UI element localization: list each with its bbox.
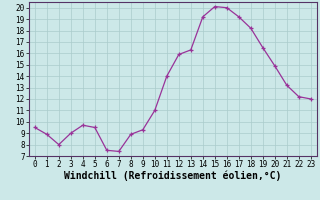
X-axis label: Windchill (Refroidissement éolien,°C): Windchill (Refroidissement éolien,°C): [64, 171, 282, 181]
